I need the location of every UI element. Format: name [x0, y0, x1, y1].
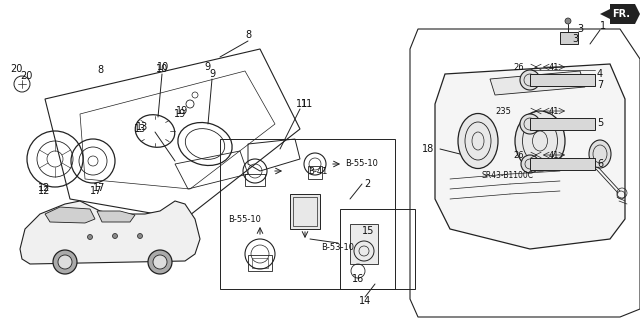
Text: 20: 20: [10, 64, 22, 74]
Text: B-53-10: B-53-10: [321, 242, 355, 251]
Text: 235: 235: [495, 107, 511, 115]
Text: 19: 19: [176, 106, 188, 116]
Text: 26: 26: [514, 63, 524, 71]
Bar: [293, 197, 317, 226]
Bar: [290, 194, 320, 229]
Text: 12: 12: [38, 186, 50, 196]
Text: 8: 8: [245, 30, 251, 40]
Circle shape: [113, 234, 118, 239]
Text: B-55-10: B-55-10: [345, 160, 378, 168]
Text: 3: 3: [572, 34, 578, 44]
Text: 17: 17: [93, 183, 105, 193]
Text: 9: 9: [204, 62, 210, 72]
Text: 1: 1: [600, 21, 606, 31]
Polygon shape: [600, 4, 640, 24]
Text: FR.: FR.: [612, 9, 630, 19]
Text: 26: 26: [514, 151, 524, 160]
Polygon shape: [20, 201, 200, 264]
Circle shape: [58, 255, 72, 269]
Bar: [350, 224, 378, 264]
Text: 14: 14: [359, 296, 371, 306]
Bar: [530, 158, 595, 170]
Bar: [252, 258, 268, 268]
Polygon shape: [490, 71, 585, 95]
Text: 15: 15: [362, 226, 374, 236]
Text: 6: 6: [597, 159, 603, 169]
Ellipse shape: [520, 114, 540, 134]
Text: B-41: B-41: [308, 167, 328, 175]
Ellipse shape: [521, 155, 539, 173]
Text: 41: 41: [548, 151, 559, 160]
Text: 12: 12: [38, 183, 50, 193]
Polygon shape: [45, 207, 95, 223]
Text: 16: 16: [352, 274, 364, 284]
Text: 20: 20: [20, 71, 32, 81]
Text: 19: 19: [174, 109, 186, 119]
Bar: [308, 166, 322, 179]
Text: 3: 3: [577, 24, 583, 34]
Text: 18: 18: [422, 144, 434, 154]
Bar: [340, 209, 415, 289]
Circle shape: [565, 18, 571, 24]
Text: 13: 13: [136, 122, 148, 132]
Text: SR43-B1100C: SR43-B1100C: [482, 172, 534, 181]
Polygon shape: [435, 64, 625, 249]
Ellipse shape: [589, 140, 611, 168]
Ellipse shape: [458, 114, 498, 168]
Text: 13: 13: [134, 124, 146, 134]
Circle shape: [148, 250, 172, 274]
Text: 9: 9: [209, 69, 215, 79]
Text: 5: 5: [597, 118, 603, 128]
Circle shape: [53, 250, 77, 274]
Text: 41: 41: [548, 107, 559, 115]
Ellipse shape: [520, 70, 540, 90]
Text: 7: 7: [597, 80, 603, 90]
Text: 10: 10: [157, 62, 169, 72]
Text: 4: 4: [597, 69, 603, 79]
Text: 17: 17: [90, 186, 102, 196]
Text: 11: 11: [296, 99, 308, 109]
Text: 10: 10: [156, 64, 168, 74]
Bar: [530, 74, 595, 86]
Ellipse shape: [515, 111, 565, 171]
Bar: [245, 174, 265, 186]
Bar: [515, 66, 600, 94]
Text: 11: 11: [301, 99, 313, 109]
Text: 8: 8: [97, 65, 103, 75]
Text: 41: 41: [548, 63, 559, 71]
Text: B-55-10: B-55-10: [228, 214, 261, 224]
Bar: [530, 118, 595, 130]
Bar: [220, 139, 395, 289]
Bar: [248, 255, 272, 271]
Circle shape: [153, 255, 167, 269]
Circle shape: [138, 234, 143, 239]
Circle shape: [88, 234, 93, 240]
Polygon shape: [97, 211, 135, 222]
Text: 2: 2: [364, 179, 370, 189]
Bar: [560, 32, 578, 44]
